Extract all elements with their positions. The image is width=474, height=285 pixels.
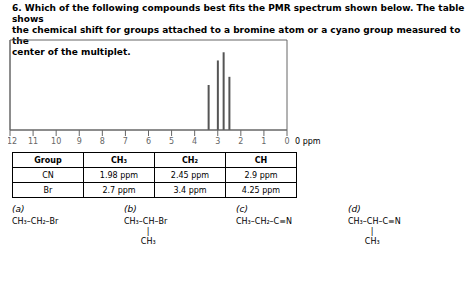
html-text:1.98 ppm: 1.98 ppm	[99, 170, 139, 180]
html-text:CH₃: CH₃	[140, 237, 156, 246]
html-text:the chemical shift for groups: the chemical shift for groups attached t…	[12, 25, 461, 46]
svg-text:5: 5	[169, 137, 174, 146]
svg-text:8: 8	[100, 137, 105, 146]
html-text:6. Which of the following comp: 6. Which of the following compounds best…	[12, 3, 465, 24]
html-text:0 ppm: 0 ppm	[295, 137, 321, 146]
html-text:(a): (a)	[12, 204, 25, 214]
svg-text:9: 9	[77, 137, 82, 146]
html-text:CH₃–CH₂–C≡N: CH₃–CH₂–C≡N	[236, 217, 292, 226]
svg-text:4: 4	[192, 137, 197, 146]
svg-text:0: 0	[284, 137, 289, 146]
html-text:(d): (d)	[348, 204, 361, 214]
html-text:CH₃: CH₃	[111, 155, 127, 165]
html-text:CH₃: CH₃	[364, 237, 380, 246]
html-text:2.45 ppm: 2.45 ppm	[170, 170, 210, 180]
html-text:4.25 ppm: 4.25 ppm	[241, 185, 281, 195]
svg-text:3: 3	[215, 137, 220, 146]
html-text:2.7 ppm: 2.7 ppm	[102, 185, 136, 195]
html-text:(b): (b)	[124, 204, 137, 214]
svg-text:10: 10	[51, 137, 61, 146]
svg-text:7: 7	[123, 137, 128, 146]
html-text:Group: Group	[34, 155, 62, 165]
html-text:CH₂: CH₂	[182, 155, 198, 165]
html-text:CH₃–CH–Br: CH₃–CH–Br	[124, 217, 168, 226]
html-text:Br: Br	[43, 185, 53, 195]
html-text:CN: CN	[42, 170, 54, 180]
svg-text:12: 12	[8, 137, 17, 146]
svg-text:6: 6	[146, 137, 151, 146]
svg-text:1: 1	[261, 137, 266, 146]
html-text:CH: CH	[254, 155, 268, 165]
html-text:2.9 ppm: 2.9 ppm	[244, 170, 278, 180]
html-text:CH₃–CH–C≡N: CH₃–CH–C≡N	[348, 217, 401, 226]
html-text:3.4 ppm: 3.4 ppm	[173, 185, 207, 195]
html-text:center of the multiplet.: center of the multiplet.	[12, 47, 131, 57]
html-text:(c): (c)	[236, 204, 248, 214]
html-text:CH₃–CH₂–Br: CH₃–CH₂–Br	[12, 217, 59, 226]
svg-text:11: 11	[28, 137, 38, 146]
svg-text:2: 2	[238, 137, 243, 146]
